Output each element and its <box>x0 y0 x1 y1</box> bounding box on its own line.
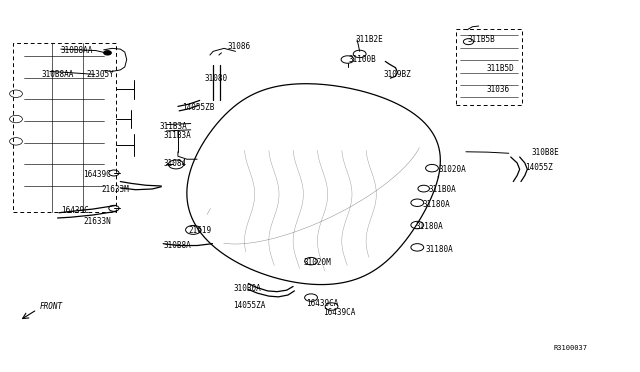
Text: 31084: 31084 <box>163 159 186 168</box>
Text: 310B0A: 310B0A <box>234 284 261 293</box>
Text: 21619: 21619 <box>189 226 212 235</box>
Circle shape <box>104 51 111 55</box>
Text: 31180A: 31180A <box>416 222 444 231</box>
Text: 31100B: 31100B <box>349 55 376 64</box>
Text: 14055Z: 14055Z <box>525 163 552 172</box>
Text: 16439CA: 16439CA <box>323 308 356 317</box>
Text: 310B8AA: 310B8AA <box>42 70 74 79</box>
Text: 311B5B: 311B5B <box>467 35 495 44</box>
Text: 31020M: 31020M <box>304 258 332 267</box>
Text: 31080: 31080 <box>205 74 228 83</box>
Text: 16439CA: 16439CA <box>306 299 339 308</box>
Text: 31086: 31086 <box>227 42 250 51</box>
Text: 16439C: 16439C <box>61 206 88 215</box>
Text: 31020A: 31020A <box>438 165 466 174</box>
Text: 14055ZB: 14055ZB <box>182 103 215 112</box>
Text: FRONT: FRONT <box>40 302 63 311</box>
Text: 31180A: 31180A <box>426 245 453 254</box>
Text: 311B3A: 311B3A <box>160 122 188 131</box>
Text: 311B5D: 311B5D <box>486 64 514 73</box>
Text: 310B8AA: 310B8AA <box>61 46 93 55</box>
Text: 311B0A: 311B0A <box>429 185 456 194</box>
Text: 16439C: 16439C <box>83 170 111 179</box>
Text: 3109BZ: 3109BZ <box>384 70 412 79</box>
Text: 31180A: 31180A <box>422 200 450 209</box>
Text: 21633N: 21633N <box>83 217 111 226</box>
Text: 21305Y: 21305Y <box>86 70 114 79</box>
Text: 311B2E: 311B2E <box>355 35 383 44</box>
Text: 310B8E: 310B8E <box>531 148 559 157</box>
Text: 310B8A: 310B8A <box>163 241 191 250</box>
Text: 31036: 31036 <box>486 85 509 94</box>
Text: 14055ZA: 14055ZA <box>234 301 266 310</box>
Text: R3100037: R3100037 <box>554 345 588 351</box>
Text: 311B3A: 311B3A <box>163 131 191 140</box>
Text: 21633M: 21633M <box>101 185 129 194</box>
